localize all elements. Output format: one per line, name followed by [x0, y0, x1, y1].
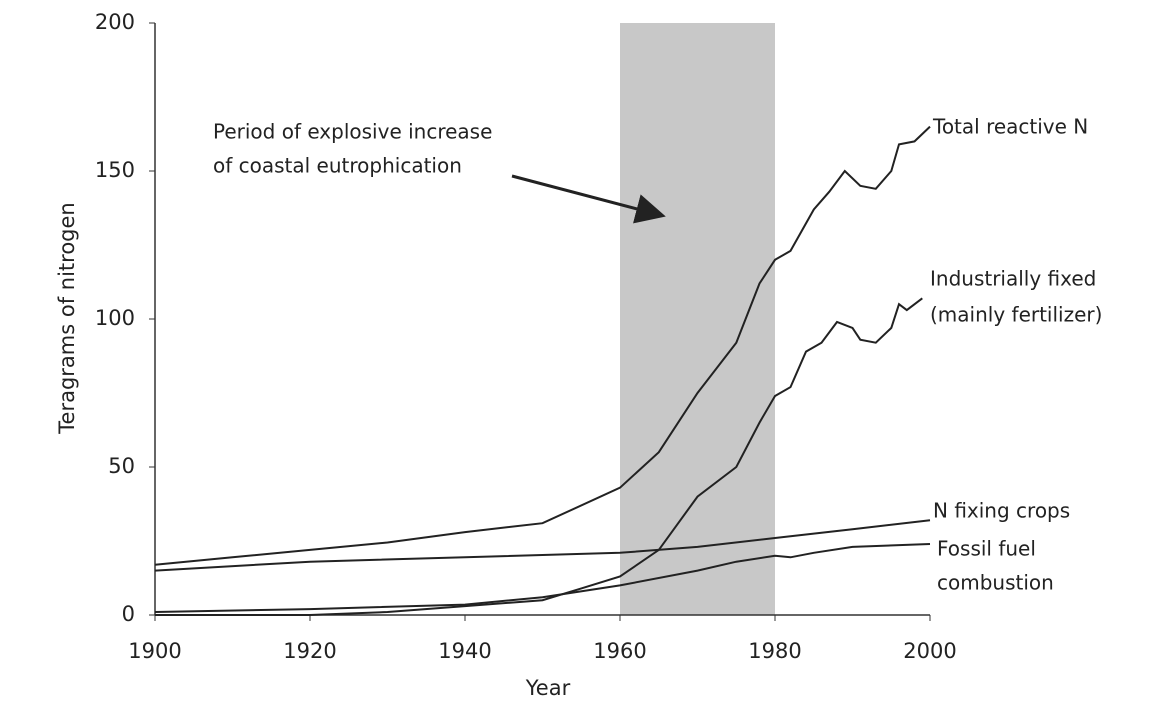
series-label: N fixing crops: [933, 499, 1070, 523]
y-axis-title: Teragrams of nitrogen: [55, 202, 79, 434]
x-tick-label: 1940: [438, 639, 491, 663]
y-tick-label: 0: [122, 602, 135, 626]
series-label: Total reactive N: [932, 115, 1088, 139]
series-line: [154, 519, 931, 572]
annotation-arrow: [511, 174, 666, 224]
y-tick-label: 200: [95, 10, 135, 34]
y-tick-label: 150: [95, 158, 135, 182]
series-label: (mainly fertilizer): [930, 303, 1102, 327]
x-tick-label: 1960: [593, 639, 646, 663]
series-line: [154, 125, 931, 566]
series-line: [155, 297, 923, 616]
x-tick-label: 1900: [128, 639, 181, 663]
y-tick-label: 100: [95, 306, 135, 330]
annotation: of coastal eutrophication: [213, 154, 462, 178]
x-axis-title: Year: [525, 676, 571, 700]
series-line: [154, 543, 931, 613]
annotation: Period of explosive increase: [213, 120, 492, 144]
series-label: Fossil fuel: [937, 537, 1036, 561]
x-tick-label: 2000: [903, 639, 956, 663]
series-label: Industrially fixed: [930, 267, 1096, 291]
x-tick-label: 1920: [283, 639, 336, 663]
shaded-period: [620, 23, 775, 615]
x-tick-label: 1980: [748, 639, 801, 663]
series-label: combustion: [937, 571, 1054, 595]
y-tick-label: 50: [108, 454, 135, 478]
